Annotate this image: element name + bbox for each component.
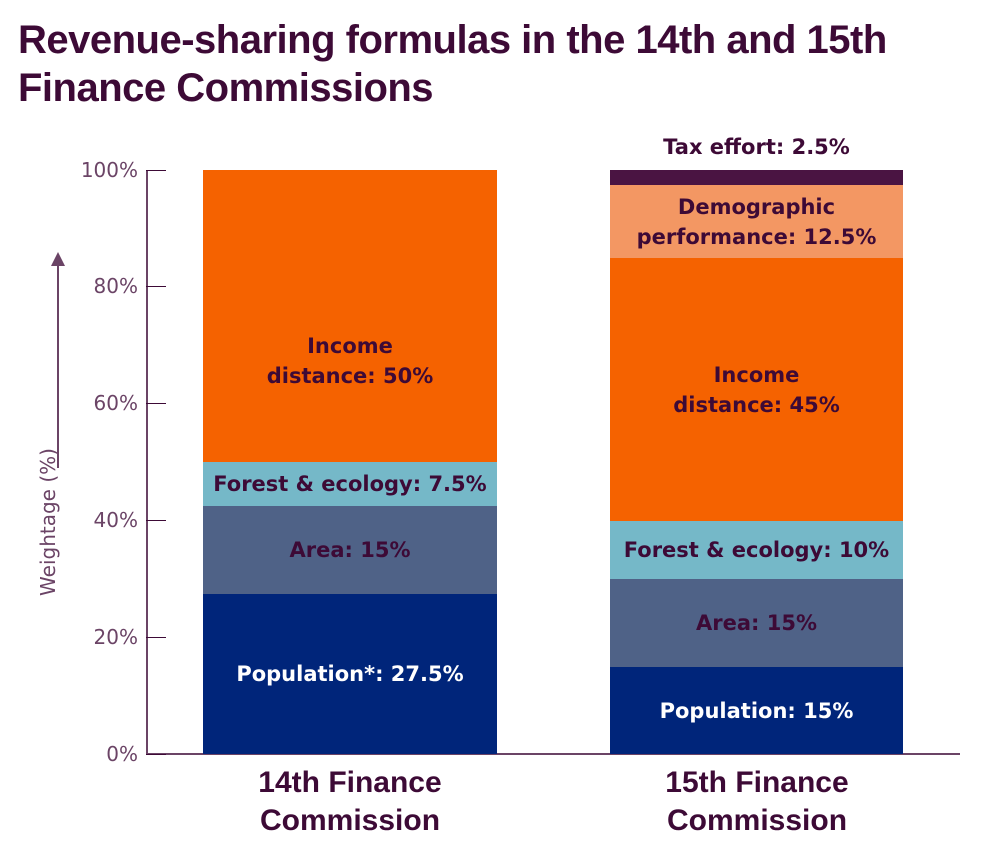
segment-label: Forest & ecology: 7.5% — [213, 472, 487, 496]
segment-area: Area: 15% — [610, 579, 903, 667]
y-tick-0 — [146, 754, 166, 755]
segment-income-distance: Income distance: 50% — [203, 170, 497, 462]
y-tick-label: 0% — [106, 742, 138, 766]
y-tick-label: 100% — [80, 158, 138, 182]
segment-label: Demographic — [677, 194, 836, 219]
category-label-15th: 15th Finance Commission — [597, 764, 917, 840]
segment-population: Population*: 27.5% — [203, 594, 497, 754]
bar-15th-finance-commission: Demographic performance: 12.5% Income di… — [610, 170, 903, 754]
y-axis-label: Weightage (%) — [36, 448, 60, 596]
y-tick-80 — [146, 286, 166, 287]
y-tick-label: 80% — [93, 274, 138, 298]
segment-label: distance: 45% — [673, 392, 840, 417]
segment-label: Income — [307, 334, 393, 358]
segment-population: Population: 15% — [610, 667, 903, 754]
arrow-up-icon — [51, 252, 65, 266]
segment-label: Area: 15% — [289, 538, 411, 562]
category-label-line: 15th Finance — [665, 766, 849, 799]
segment-label: Area: 15% — [696, 611, 817, 635]
bar-14th-finance-commission: Income distance: 50% Forest & ecology: 7… — [203, 170, 497, 754]
y-tick-40 — [146, 520, 166, 521]
segment-label: Population*: 27.5% — [236, 662, 464, 686]
y-axis-label-wrap: Weightage (%) — [22, 250, 82, 670]
segment-label: Population: 15% — [659, 698, 854, 723]
y-tick-100 — [146, 170, 166, 171]
category-label-line: Commission — [666, 804, 848, 837]
category-label-line: Commission — [259, 804, 441, 837]
y-tick-60 — [146, 403, 166, 404]
segment-area: Area: 15% — [203, 506, 497, 594]
segment-label: Income — [713, 362, 800, 387]
y-tick-20 — [146, 637, 166, 638]
segment-forest-ecology: Forest & ecology: 7.5% — [203, 462, 497, 506]
segment-label: performance: 12.5% — [636, 224, 877, 249]
category-label-line: 14th Finance — [258, 766, 442, 799]
segment-demographic-performance: Demographic performance: 12.5% — [610, 185, 903, 258]
y-tick-label: 20% — [93, 625, 138, 649]
category-label-14th: 14th Finance Commission — [190, 764, 510, 840]
segment-forest-ecology: Forest & ecology: 10% — [610, 521, 903, 579]
y-tick-label: 40% — [93, 508, 138, 532]
y-axis-arrow-line — [57, 262, 59, 468]
tax-effort-label: Tax effort: 2.5% — [663, 135, 850, 159]
chart-title: Revenue-sharing formulas in the 14th and… — [18, 18, 887, 110]
segment-label: Forest & ecology: 10% — [623, 538, 890, 562]
y-axis-line — [146, 170, 148, 755]
x-axis-baseline — [146, 753, 960, 755]
segment-label: distance: 50% — [266, 364, 434, 388]
segment-tax-effort — [610, 170, 903, 185]
y-tick-label: 60% — [93, 391, 138, 415]
segment-income-distance: Income distance: 45% — [610, 258, 903, 521]
